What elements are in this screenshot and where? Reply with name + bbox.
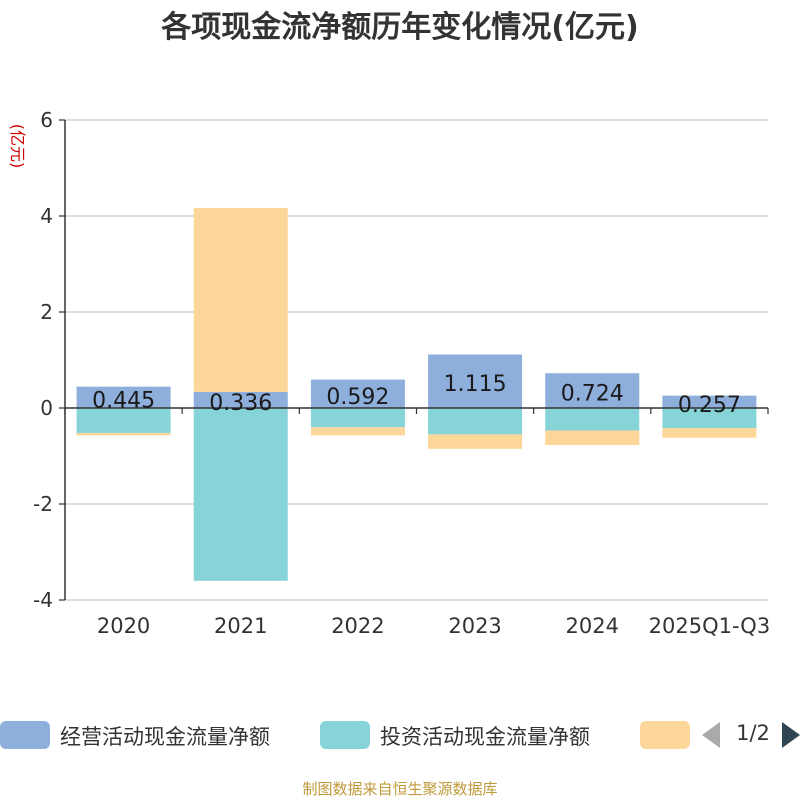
legend-label: 投资活动现金流量净额 xyxy=(380,725,590,749)
legend-swatch xyxy=(640,721,690,749)
x-tick-label: 2023 xyxy=(448,614,501,638)
data-label: 0.257 xyxy=(678,393,741,418)
data-label: 0.336 xyxy=(209,391,272,416)
legend-pager: 1/2 xyxy=(700,718,800,752)
bar-series0-2021[interactable] xyxy=(193,391,288,408)
data-label: 0.592 xyxy=(326,385,389,410)
y-tick-label: -2 xyxy=(33,492,53,516)
y-tick-label: 6 xyxy=(40,108,53,132)
bar-series1-2024[interactable] xyxy=(545,408,640,431)
legend-prev-page-icon[interactable] xyxy=(702,722,720,748)
y-tick-label: -4 xyxy=(33,588,53,612)
bar-series1-2023[interactable] xyxy=(428,408,523,435)
bar-series2-2020[interactable] xyxy=(76,432,171,436)
bar-series2-2024[interactable] xyxy=(545,430,640,445)
y-axis-label: (亿元) xyxy=(8,124,27,169)
bar-series1-2022[interactable] xyxy=(310,408,405,428)
x-tick-label: 2024 xyxy=(566,614,619,638)
bar-series0-2020[interactable] xyxy=(76,386,171,408)
legend-label: 经营活动现金流量净额 xyxy=(60,725,270,749)
bar-series2-2021[interactable] xyxy=(193,208,288,392)
x-tick-label: 2025Q1-Q3 xyxy=(649,614,771,638)
bar-series2-2023[interactable] xyxy=(428,434,523,449)
legend-swatch xyxy=(0,721,50,749)
bar-series1-2025Q1-Q3[interactable] xyxy=(662,408,757,429)
axis-layer xyxy=(59,119,769,601)
bar-series2-2022[interactable] xyxy=(310,427,405,436)
legend-page-indicator: 1/2 xyxy=(736,721,770,745)
legend-next-page-icon[interactable] xyxy=(782,722,800,748)
label-layer: -4 -2 0 2 4 6 2020 2021 2022 2023 2024 2025Q1-Q3 0.4… xyxy=(33,108,770,638)
legend: 经营活动现金流量净额 投资活动现金流量净额 1/2 xyxy=(0,712,800,758)
bar-series0-2024[interactable] xyxy=(545,373,640,408)
x-tick-label: 2022 xyxy=(331,614,384,638)
y-tick-label: 0 xyxy=(40,396,53,420)
chart-title: 各项现金流净额历年变化情况(亿元) xyxy=(161,10,639,45)
bar-series0-2022[interactable] xyxy=(310,379,405,408)
data-label: 1.115 xyxy=(444,372,507,397)
bar-series2-2025Q1-Q3[interactable] xyxy=(662,428,757,438)
bar-series1-2021[interactable] xyxy=(193,408,288,581)
data-label: 0.445 xyxy=(92,388,155,413)
bar-layer xyxy=(76,208,757,581)
bar-series0-2023[interactable] xyxy=(428,354,523,408)
x-tick-label: 2021 xyxy=(214,614,267,638)
source-note: 制图数据来自恒生聚源数据库 xyxy=(302,780,498,798)
y-tick-label: 4 xyxy=(40,204,53,228)
bar-series0-2025Q1-Q3[interactable] xyxy=(662,395,757,408)
legend-swatch xyxy=(320,721,370,749)
x-tick-label: 2020 xyxy=(97,614,150,638)
grid-layer xyxy=(65,119,768,601)
data-label: 0.724 xyxy=(561,382,624,407)
bar-series1-2020[interactable] xyxy=(76,408,171,433)
chart-plot: (亿元) -4 -2 0 2 4 6 2020 2021 2022 2023 2024 2025Q1-… xyxy=(8,108,770,638)
y-tick-label: 2 xyxy=(40,300,53,324)
